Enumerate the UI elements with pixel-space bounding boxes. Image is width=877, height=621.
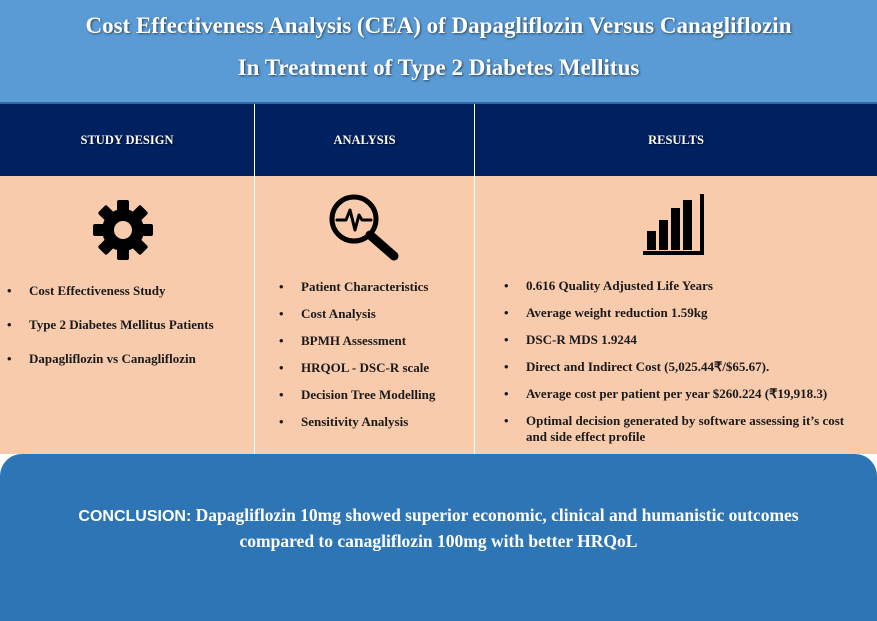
column-divider-2 [474,104,475,454]
results-column: • 0.616 Quality Adjusted Life Years • Aver… [475,176,877,454]
list-item: • Average weight reduction 1.59kg [504,305,708,320]
list-item: • DSC-R MDS 1.9244 [504,332,637,347]
list-item: • Patient Characteristics [279,279,429,294]
bullet: • [279,279,284,294]
bar-chart-icon [643,194,707,256]
list-item: • Direct and Indirect Cost (5,025.44₹/$65… [504,359,770,374]
analysis-list: • Patient Characteristics • Cost Analysis … [279,279,474,430]
bullet: • [504,359,509,374]
list-item: • Sensitivity Analysis [279,414,409,429]
analysis-column: • Patient Characteristics • Cost Analysis … [255,176,474,454]
bullet: • [7,351,12,366]
conclusion-text-1: Dapagliflozin 10mg showed superior econo… [191,505,799,525]
column-divider-1 [254,104,255,454]
list-item: • Type 2 Diabetes Mellitus Patients [7,317,214,332]
bullet: • [504,386,509,401]
magnifier-pulse-icon [326,192,402,262]
gear-icon [91,198,155,262]
bullet: • [7,317,12,332]
column-header-row: STUDY DESIGN ANALYSIS RESULTS [0,104,877,176]
bullet: • [504,305,509,320]
bullet: • [504,332,509,347]
bullet: • [279,414,284,429]
conclusion-label: CONCLUSION: [78,508,192,525]
list-item: • HRQOL - DSC-R scale [279,360,430,375]
header-analysis: ANALYSIS [333,133,396,147]
list-item: • 0.616 Quality Adjusted Life Years [504,278,713,293]
title-line-2: In Treatment of Type 2 Diabetes Mellitus [237,55,640,80]
list-item: • Cost Effectiveness Study [7,283,166,298]
list-item: • Optimal decision generated by software … [504,413,845,444]
list-item: • BPMH Assessment [279,333,407,348]
bullet: • [504,413,509,428]
title-line-1: Cost Effectiveness Analysis (CEA) of Dap… [85,13,792,38]
content-row [0,176,877,454]
list-item: • Decision Tree Modelling [279,387,436,402]
list-item: • Cost Analysis [279,306,376,321]
bullet: • [279,387,284,402]
conclusion-panel: CONCLUSION: Dapagliflozin 10mg showed su… [0,454,877,621]
bullet: • [279,333,284,348]
bullet: • [7,283,12,298]
header-results: RESULTS [648,133,704,147]
header-study-design: STUDY DESIGN [80,133,174,147]
bullet: • [279,306,284,321]
conclusion-line-1: CONCLUSION: Dapagliflozin 10mg showed su… [0,505,877,526]
list-item: • Dapagliflozin vs Canagliflozin [7,351,196,366]
conclusion-line-2: compared to canagliflozin 100mg with bet… [239,531,638,551]
bullet: • [279,360,284,375]
results-list: • 0.616 Quality Adjusted Life Years • Aver… [504,278,864,445]
study-design-column: • Cost Effectiveness Study • Type 2 Diabet… [0,176,254,454]
study-design-list: • Cost Effectiveness Study • Type 2 Diabet… [7,283,251,367]
list-item: • Average cost per patient per year $260.… [504,386,828,401]
bullet: • [504,278,509,293]
title-banner: Cost Effectiveness Analysis (CEA) of Dap… [0,0,877,104]
